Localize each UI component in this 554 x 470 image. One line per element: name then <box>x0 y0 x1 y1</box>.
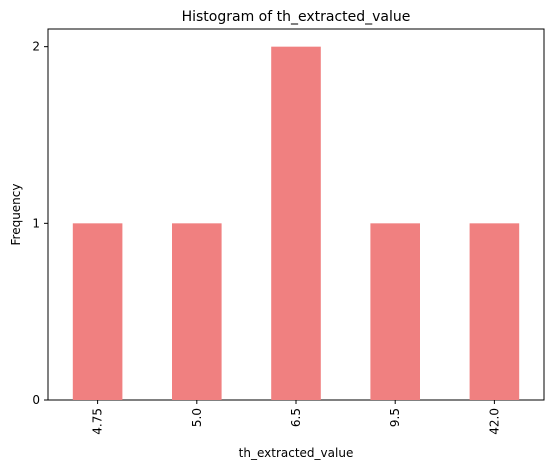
x-tick-label: 42.0 <box>487 408 501 435</box>
y-tick-label: 1 <box>32 216 40 230</box>
bar-4.75 <box>72 223 123 400</box>
y-axis: 0 1 2 <box>32 40 48 407</box>
x-tick-label: 9.5 <box>388 408 402 427</box>
y-tick-label: 2 <box>32 40 40 54</box>
bar-42.0 <box>469 223 520 400</box>
bar-9.5 <box>370 223 420 400</box>
bar-6.5 <box>271 46 321 401</box>
x-tick-label: 6.5 <box>289 408 303 427</box>
x-axis-label: th_extracted_value <box>239 446 354 460</box>
x-axis: 4.75 5.0 6.5 9.5 42.0 <box>91 400 501 435</box>
bar-5.0 <box>172 223 222 400</box>
bar-series <box>72 46 520 401</box>
y-tick-label: 0 <box>32 393 40 407</box>
chart-title: Histogram of th_extracted_value <box>182 9 411 25</box>
y-axis-label: Frequency <box>9 184 23 246</box>
x-tick-label: 5.0 <box>190 408 204 427</box>
x-tick-label: 4.75 <box>91 408 105 435</box>
